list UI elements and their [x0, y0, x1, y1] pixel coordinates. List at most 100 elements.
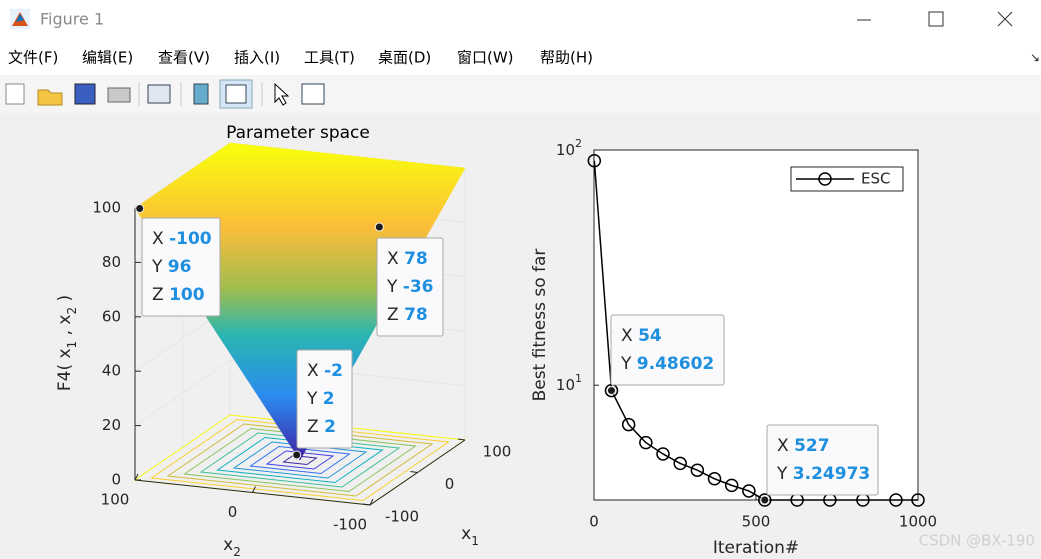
datatip-text: Y 96 [151, 257, 191, 277]
contour-line [216, 436, 384, 484]
tick-base: 10 [556, 141, 575, 159]
subscript: 1 [471, 534, 479, 548]
legend-marker [818, 172, 832, 186]
legend-label: ESC [861, 170, 890, 188]
x-tick-label: 0 [445, 475, 455, 493]
x-tick [410, 471, 418, 473]
subscript: 2 [65, 307, 79, 315]
contour-line [166, 423, 434, 497]
x-tick-label: 500 [742, 513, 771, 531]
marker [911, 493, 925, 507]
datatip-label: Y [776, 464, 788, 484]
link-icon[interactable] [147, 84, 171, 104]
datatip-value: 78 [404, 305, 428, 325]
datatip-text: Z 78 [387, 305, 428, 325]
y-tick-label: 102 [556, 137, 582, 159]
y-tick-label: 101 [556, 372, 582, 394]
new-icon[interactable] [5, 83, 25, 105]
menu-item[interactable]: 窗口(W) [457, 49, 514, 67]
legend-icon [225, 84, 247, 104]
open-icon[interactable] [37, 89, 63, 106]
marker [757, 493, 772, 507]
maximize-button[interactable] [928, 11, 944, 27]
watermark: CSDN @BX-190 [919, 532, 1035, 550]
z-tick-label: 40 [102, 362, 121, 380]
z-tick-label: 100 [92, 199, 121, 217]
datatip-value: 54 [638, 326, 662, 346]
datatip-point [606, 386, 616, 396]
z-tick-label: 0 [111, 471, 121, 489]
datatip-text: Y 2 [306, 389, 335, 409]
chart-title: Parameter space [226, 123, 370, 143]
y-tick [134, 473, 139, 481]
datatip-value: 2 [324, 417, 336, 437]
datatip-label: Y [620, 354, 632, 374]
close-button[interactable] [997, 11, 1013, 27]
datatip-label: Z [152, 285, 164, 305]
x-axis-label: Iteration# [713, 538, 799, 558]
tick-exponent: 2 [575, 137, 582, 150]
menu-item[interactable]: 查看(V) [158, 49, 210, 67]
marker [889, 493, 903, 507]
tick-base: 10 [556, 376, 575, 394]
print-icon[interactable] [107, 87, 131, 103]
menu-item[interactable]: 工具(T) [304, 49, 355, 67]
datatip-box [376, 237, 444, 337]
menu-item[interactable]: 编辑(E) [82, 49, 133, 67]
menu-item[interactable]: 帮助(H) [540, 49, 593, 67]
datatip-text: X -100 [152, 229, 212, 249]
tick-exponent: 1 [575, 372, 582, 385]
datatip-label: X [777, 436, 789, 456]
menu-item[interactable]: 插入(I) [234, 49, 280, 67]
datatip-point [374, 222, 384, 232]
datatip-label: X [152, 229, 164, 249]
x-axis-label: x1 [461, 524, 479, 548]
datatip-value: 527 [794, 436, 830, 456]
pointer-icon[interactable] [274, 82, 290, 106]
label-part: F4( x [55, 348, 75, 391]
app-icon [10, 9, 30, 29]
label-part: x [461, 524, 471, 544]
datatip-value: -100 [169, 229, 212, 249]
datatip-point [760, 495, 770, 505]
subscript: 2 [233, 545, 241, 559]
menu-arrow[interactable]: ↘ [1030, 51, 1040, 65]
menu-item[interactable]: 桌面(D) [378, 49, 431, 67]
datatip-value: 96 [168, 257, 192, 277]
property-icon[interactable] [301, 83, 325, 105]
marker [690, 463, 705, 477]
series-line [593, 160, 918, 501]
y-axis-label: x2 [223, 535, 241, 559]
contour-line [265, 450, 335, 470]
datatip-label: Y [151, 257, 163, 277]
marker [673, 456, 687, 471]
x-tick [457, 438, 466, 441]
datatip-label: X [387, 249, 399, 269]
datatip-text: Y 9.48602 [620, 354, 714, 374]
datatip-box [766, 424, 879, 496]
x-tick-label: 1000 [899, 513, 937, 531]
toolbar-icons [5, 79, 325, 109]
label-part: ) [55, 295, 75, 307]
save-icon[interactable] [74, 83, 96, 105]
contour-line [150, 418, 450, 502]
datatip-label: X [307, 361, 319, 381]
marker [621, 417, 636, 432]
z-axis-label: F4( x1 , x2 ) [55, 295, 79, 391]
marker [724, 478, 739, 493]
contour-line [232, 441, 368, 479]
datatip-box [141, 217, 221, 317]
datatip-value: -36 [403, 277, 434, 297]
datatip-text: Y 3.24973 [776, 464, 870, 484]
datatip-label: Z [387, 305, 399, 325]
menu-item[interactable]: 文件(F) [8, 49, 58, 67]
datatip-value: 3.24973 [793, 464, 870, 484]
datatip-value: 2 [323, 389, 335, 409]
datatip-text: X 78 [387, 249, 428, 269]
datatip-text: Y -36 [386, 277, 434, 297]
x-tick [362, 503, 371, 506]
colorbar-icon[interactable] [193, 83, 209, 105]
z-tick-label: 60 [102, 307, 121, 325]
toolbar [0, 75, 1041, 113]
datatip-value: 78 [404, 249, 428, 269]
